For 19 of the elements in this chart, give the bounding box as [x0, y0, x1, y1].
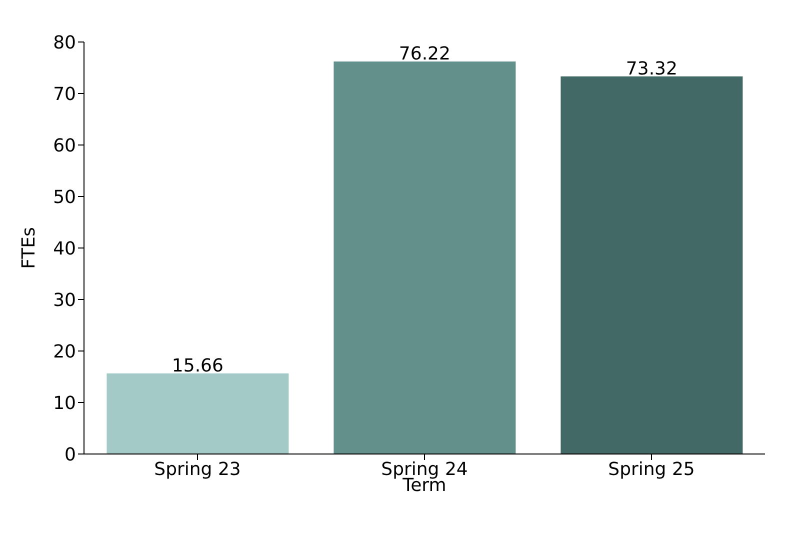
y-tick-label: 30	[53, 290, 76, 311]
y-tick-label: 60	[53, 135, 76, 156]
data-label: 73.32	[626, 58, 678, 80]
y-tick-label: 10	[53, 392, 76, 414]
x-tick-label: Spring 25	[608, 458, 695, 480]
y-tick-label: 70	[53, 84, 76, 105]
bar	[560, 76, 743, 454]
y-tick-label: 40	[53, 238, 76, 260]
y-tick-label: 50	[53, 186, 76, 208]
y-tick-label: 0	[64, 444, 76, 466]
bar	[334, 61, 516, 454]
y-axis-title: FTEs	[18, 227, 40, 269]
bar	[106, 373, 289, 454]
data-label: 15.66	[172, 355, 224, 376]
data-label: 76.22	[398, 43, 450, 64]
y-tick-label: 80	[53, 32, 76, 54]
y-tick-label: 20	[53, 341, 76, 362]
x-tick-label: Spring 24	[381, 458, 468, 480]
x-tick-label: Spring 23	[154, 458, 241, 480]
